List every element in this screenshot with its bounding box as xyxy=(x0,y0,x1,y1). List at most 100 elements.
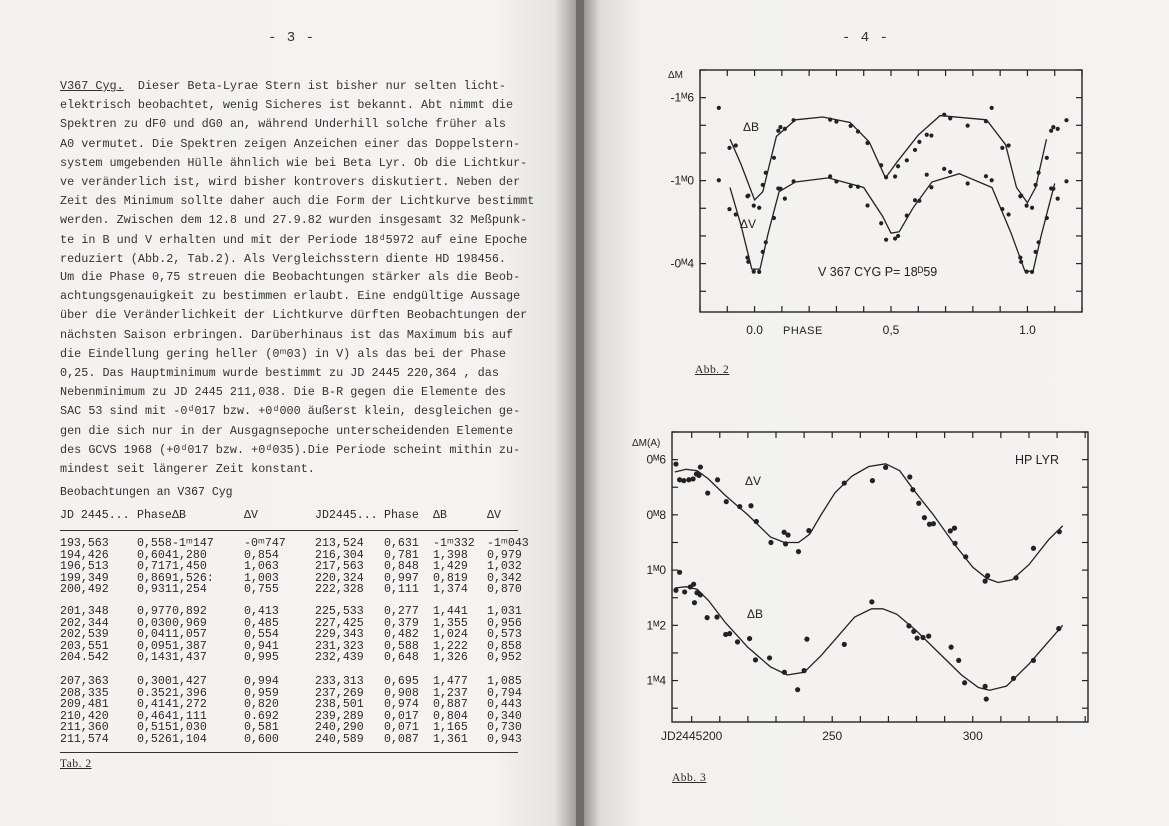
table-cell: 1,441 xyxy=(433,605,468,618)
table-cell: 0,604 xyxy=(137,548,172,562)
table-cell: 0,755 xyxy=(244,583,279,597)
table-cell: 1,031 xyxy=(487,605,522,618)
table-cell: 202,344 xyxy=(60,616,109,630)
chart-title: HP LYR xyxy=(1015,453,1059,467)
data-point xyxy=(1064,179,1069,184)
data-point xyxy=(952,540,958,546)
data-point xyxy=(1029,205,1035,210)
text-line: 0,25. Das Hauptminimum wurde bestimmt zu… xyxy=(60,366,499,381)
data-point xyxy=(904,158,909,163)
data-point xyxy=(1064,118,1069,123)
table-cell: 1,272 xyxy=(172,698,207,712)
table-cell: 0,558 xyxy=(137,537,172,550)
data-point xyxy=(942,166,947,171)
data-point xyxy=(737,503,743,510)
table-cell: 225,533 xyxy=(315,605,364,618)
data-point xyxy=(883,175,889,180)
table-cell: 1,355 xyxy=(433,616,468,630)
data-point xyxy=(948,169,953,175)
y-axis-label: ΔM xyxy=(668,70,683,81)
text-line: Nebenminimum zu JD 2445 211,038. Die B-R… xyxy=(60,385,506,400)
table-cell: 1,326 xyxy=(433,651,468,665)
y-axis-label: ΔM(A) xyxy=(632,438,660,449)
table-cell: 1,085 xyxy=(487,675,522,688)
table-cell: 240,589 xyxy=(315,733,364,746)
data-point xyxy=(951,525,958,531)
table-cell: 202,539 xyxy=(60,628,109,642)
data-point xyxy=(1013,575,1019,581)
table-cell: 194,426 xyxy=(60,548,109,562)
table-cell: 217,563 xyxy=(315,560,364,574)
table-cell: 0,017 xyxy=(384,709,419,723)
series-label: ΔB xyxy=(743,120,759,134)
data-point xyxy=(841,641,847,647)
table-cell: 229,343 xyxy=(315,628,364,642)
data-point xyxy=(697,464,703,470)
data-point xyxy=(1006,143,1011,148)
table-cell: 211,574 xyxy=(60,733,109,746)
data-point xyxy=(1044,155,1049,160)
data-point xyxy=(1044,215,1049,221)
data-point xyxy=(691,581,697,587)
data-point xyxy=(917,198,922,203)
text-line: reduziert (Abb.2, Tab.2). Als Vergleichs… xyxy=(60,251,506,266)
table-cell: 1,526: xyxy=(172,571,214,585)
table-cell: 0,526 xyxy=(137,733,172,746)
table-cell: 1,427 xyxy=(172,675,207,688)
table-cell: 199,349 xyxy=(60,571,109,585)
table-cell: 0,941 xyxy=(244,639,279,653)
table-cell: 0,997 xyxy=(384,571,419,585)
table-cell: 222,328 xyxy=(315,583,364,597)
table-cell: 0,515 xyxy=(137,721,172,735)
data-point xyxy=(983,696,989,702)
data-point xyxy=(963,554,969,560)
data-point xyxy=(1056,626,1062,632)
table-cell: 0,300 xyxy=(137,675,172,688)
series-label: ΔB xyxy=(747,607,763,621)
data-point xyxy=(763,240,768,245)
data-point xyxy=(895,233,901,239)
chart-title: V 367 CYG P= 18ᴰ59 xyxy=(818,265,937,279)
x-axis-label: PHASE xyxy=(783,325,823,337)
table-cell: 238,501 xyxy=(315,698,364,712)
table-cell: 0,979 xyxy=(487,548,522,562)
table-cell: 0,485 xyxy=(244,616,279,630)
star-name-heading: V367 Cyg. xyxy=(60,79,124,93)
table-cell: 213,524 xyxy=(315,537,364,550)
data-point xyxy=(714,477,721,483)
data-point xyxy=(1033,249,1038,254)
data-point xyxy=(1055,126,1060,132)
data-point xyxy=(982,683,988,689)
table-cell: 196,513 xyxy=(60,560,109,574)
data-point xyxy=(681,478,687,484)
data-point xyxy=(804,636,810,642)
table-cell: 0.352 xyxy=(137,686,172,700)
table-cell: -0ᵐ747 xyxy=(244,537,286,550)
table-cell: 0,931 xyxy=(137,583,172,597)
data-point xyxy=(785,532,791,538)
y-tick-label: -1ᴹ0 xyxy=(671,174,695,188)
data-point xyxy=(965,123,970,128)
table-caption: Tab. 2 xyxy=(60,758,92,770)
data-point xyxy=(746,259,751,264)
series-label: ΔV xyxy=(745,474,761,488)
data-point xyxy=(795,548,802,555)
table-cell: 1,387 xyxy=(172,639,207,653)
data-point xyxy=(776,128,781,133)
table-cell: 1,450 xyxy=(172,560,207,574)
text-line: SAC 53 sind mit -0ᵈ017 bzw. +0ᵈ000 äußer… xyxy=(60,404,521,419)
data-point xyxy=(727,207,732,212)
data-point xyxy=(924,132,929,137)
table-header: Phase xyxy=(137,509,172,522)
data-point xyxy=(748,503,754,509)
data-point xyxy=(1049,128,1054,133)
data-point xyxy=(782,541,789,547)
data-point xyxy=(841,480,847,486)
table-cell: 0,443 xyxy=(487,698,522,712)
x-tick-label: 300 xyxy=(963,729,983,743)
table-cell: 0,041 xyxy=(137,628,172,642)
plot-frame xyxy=(671,431,1089,723)
data-point xyxy=(734,639,741,645)
table-cell: 207,363 xyxy=(60,675,109,688)
table-cell: 0,994 xyxy=(244,675,279,688)
